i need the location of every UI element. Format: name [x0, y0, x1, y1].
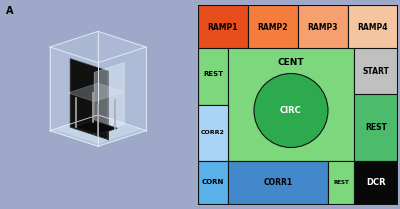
Circle shape [254, 74, 328, 148]
Bar [198, 48, 228, 104]
Bar [248, 5, 298, 48]
Text: CORR1: CORR1 [264, 178, 292, 187]
Text: DCR: DCR [366, 178, 386, 187]
Text: RAMP4: RAMP4 [358, 23, 388, 32]
Text: REST: REST [333, 180, 349, 185]
Text: RAMP3: RAMP3 [308, 23, 338, 32]
Bar [354, 161, 398, 204]
Bar [198, 104, 228, 161]
Bar [198, 5, 248, 48]
Polygon shape [70, 59, 108, 140]
Polygon shape [74, 120, 117, 135]
Bar [328, 161, 354, 204]
Bar [228, 161, 328, 204]
Text: RAMP1: RAMP1 [208, 23, 238, 32]
Bar [298, 5, 348, 48]
Polygon shape [55, 116, 141, 144]
Text: RAMP2: RAMP2 [258, 23, 288, 32]
Polygon shape [50, 31, 146, 63]
Text: START: START [362, 67, 390, 76]
Polygon shape [68, 83, 124, 102]
Bar [354, 94, 398, 161]
Bar [198, 161, 228, 204]
Text: REST: REST [203, 71, 223, 78]
Bar [228, 48, 354, 161]
Polygon shape [98, 47, 146, 146]
Polygon shape [50, 31, 98, 131]
Text: CORR2: CORR2 [201, 130, 225, 135]
Text: CORN: CORN [202, 180, 224, 186]
Bar [348, 5, 398, 48]
Polygon shape [50, 47, 98, 146]
Text: A: A [6, 6, 13, 16]
Bar [354, 48, 398, 94]
Polygon shape [50, 115, 146, 146]
Text: CENT: CENT [278, 58, 304, 67]
Polygon shape [98, 31, 146, 131]
Text: CIRC: CIRC [280, 106, 302, 115]
Text: REST: REST [365, 123, 387, 132]
Polygon shape [94, 62, 124, 134]
